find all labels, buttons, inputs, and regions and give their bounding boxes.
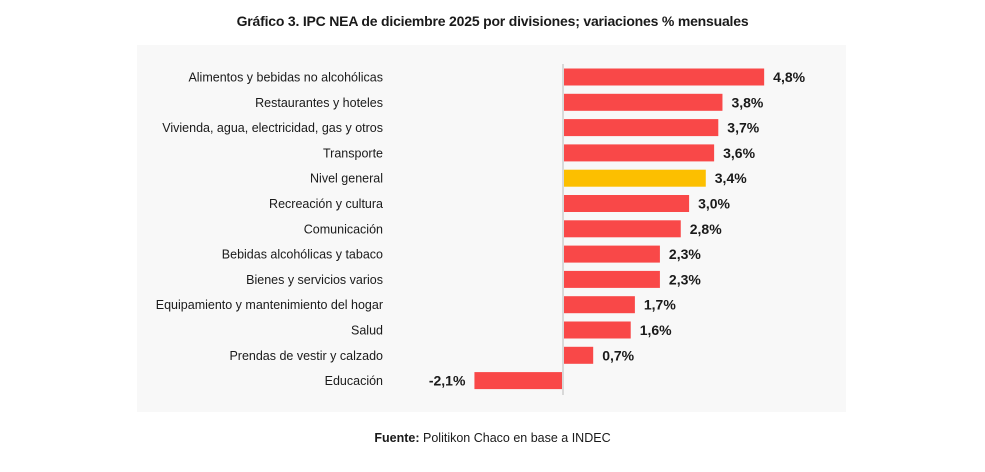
source-label: Fuente:: [374, 431, 420, 445]
data-label: 2,3%: [669, 271, 701, 287]
bar: [564, 144, 715, 162]
bar: [564, 220, 681, 238]
data-label: 3,4%: [715, 170, 747, 186]
data-label: 1,6%: [640, 322, 672, 338]
bar-row: Salud 1,6%: [351, 321, 672, 339]
data-label: 1,7%: [644, 297, 676, 313]
data-label: -2,1%: [429, 373, 466, 389]
data-label: 2,3%: [669, 246, 701, 262]
data-label: 0,7%: [602, 347, 634, 363]
category-label: Equipamiento y mantenimiento del hogar: [156, 298, 383, 312]
chart-title: Gráfico 3. IPC NEA de diciembre 2025 por…: [236, 13, 749, 29]
bar: [564, 195, 690, 212]
data-label: 3,8%: [731, 94, 763, 110]
category-label: Transporte: [323, 146, 383, 160]
data-label: 3,6%: [723, 145, 755, 161]
category-label: Restaurantes y hoteles: [255, 96, 383, 110]
source-note: Fuente: Politikon Chaco en base a INDEC: [0, 431, 985, 445]
bar-row: Alimentos y bebidas no alcohólicas 4,8%: [188, 68, 806, 86]
bar-row: Comunicación 2,8%: [304, 220, 722, 238]
bar-row: Prendas de vestir y calzado 0,7%: [229, 346, 635, 364]
bar-row: Nivel general 3,4%: [310, 169, 747, 187]
category-label: Educación: [325, 374, 383, 388]
bar: [474, 372, 562, 390]
bar-row: Transporte 3,6%: [323, 144, 756, 162]
category-label: Nivel general: [310, 172, 383, 186]
category-label: Recreación y cultura: [269, 197, 383, 211]
bar-row: Bebidas alcohólicas y tabaco 2,3%: [222, 245, 701, 263]
data-label: 3,7%: [727, 120, 759, 136]
bar: [564, 270, 660, 288]
bar-row: Vivienda, agua, electricidad, gas y otro…: [162, 119, 760, 137]
source-text: Politikon Chaco en base a INDEC: [423, 431, 611, 445]
bar: [564, 68, 765, 86]
bar-row: Restaurantes y hoteles 3,8%: [255, 93, 764, 111]
bar-row: Equipamiento y mantenimiento del hogar 1,…: [156, 296, 676, 314]
bar-highlight: [564, 169, 706, 187]
bar-row: Recreación y cultura 3,0%: [269, 195, 731, 212]
category-label: Bebidas alcohólicas y tabaco: [222, 248, 383, 262]
chart-panel: [137, 45, 846, 412]
bar: [564, 296, 635, 314]
category-label: Salud: [351, 324, 383, 338]
data-label: 2,8%: [690, 221, 722, 237]
bar: [564, 321, 631, 339]
bar-row: Bienes y servicios varios 2,3%: [246, 270, 701, 288]
category-label: Prendas de vestir y calzado: [229, 349, 383, 363]
data-label: 3,0%: [698, 196, 730, 212]
category-label: Comunicación: [304, 222, 383, 236]
bar: [564, 346, 594, 364]
bar: [564, 245, 660, 263]
category-label: Bienes y servicios varios: [246, 273, 383, 287]
category-label: Vivienda, agua, electricidad, gas y otro…: [162, 121, 383, 135]
category-label: Alimentos y bebidas no alcohólicas: [188, 71, 383, 85]
bar: [564, 119, 719, 137]
bar-row: Educación -2,1%: [325, 372, 562, 390]
bar: [564, 93, 723, 111]
data-label: 4,8%: [773, 69, 805, 85]
